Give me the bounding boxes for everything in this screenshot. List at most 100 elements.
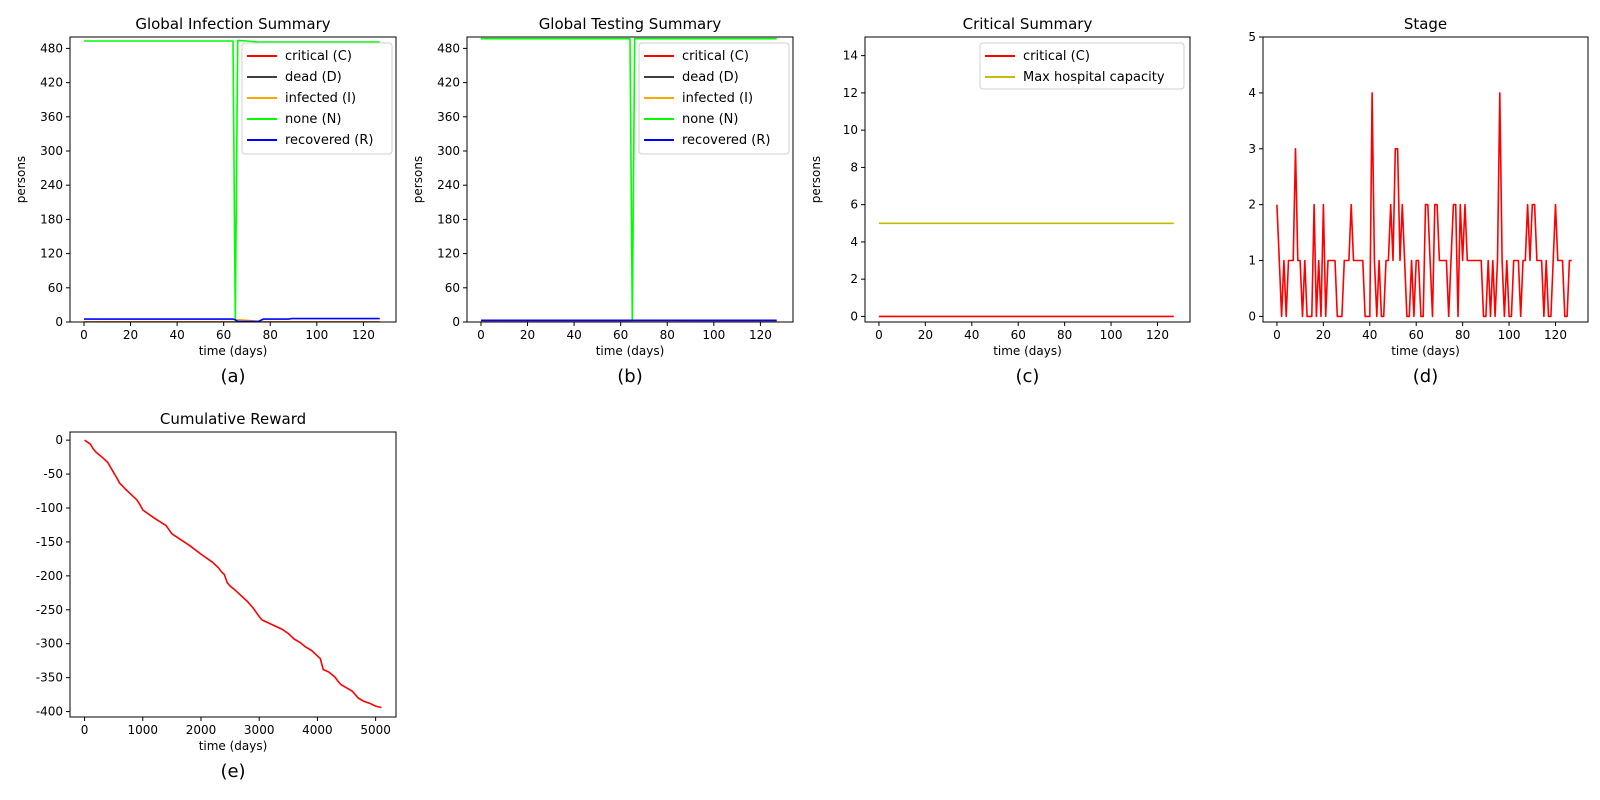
y-tick-label: -250 bbox=[36, 603, 63, 617]
y-tick-label: 0 bbox=[55, 315, 63, 329]
x-axis-label: time (days) bbox=[596, 344, 665, 358]
chart-title: Stage bbox=[1404, 15, 1447, 33]
x-tick-label: 0 bbox=[875, 328, 883, 342]
y-tick-label: 480 bbox=[40, 41, 63, 55]
x-tick-label: 60 bbox=[216, 328, 231, 342]
y-tick-label: -300 bbox=[36, 637, 63, 651]
chart-title: Global Testing Summary bbox=[539, 15, 722, 33]
plot-frame bbox=[466, 36, 794, 323]
legend-label: dead (D) bbox=[682, 70, 739, 85]
y-tick-label: 60 bbox=[445, 281, 460, 295]
legend-label: critical (C) bbox=[1023, 49, 1090, 64]
y-tick-label: 300 bbox=[40, 144, 63, 158]
y-tick-label: 10 bbox=[843, 123, 858, 137]
x-tick-label: 80 bbox=[660, 328, 675, 342]
legend-label: critical (C) bbox=[285, 49, 352, 64]
chart-title: Global Infection Summary bbox=[135, 15, 330, 33]
x-tick-label: 100 bbox=[1498, 328, 1521, 342]
x-axis-label: time (days) bbox=[993, 344, 1062, 358]
x-tick-label: 100 bbox=[702, 328, 725, 342]
y-tick-label: 2 bbox=[1248, 198, 1256, 212]
y-tick-label: 8 bbox=[850, 160, 858, 174]
chart-panel-2: 0 20 40 60 80 100 120 0 2 4 6 8 10 12 14 Critical Summa… bbox=[809, 15, 1191, 387]
x-tick-label: 20 bbox=[1316, 328, 1331, 342]
x-tick-label: 20 bbox=[520, 328, 535, 342]
plot-frame bbox=[69, 431, 397, 718]
y-tick-label: -100 bbox=[36, 501, 63, 515]
x-tick-label: 60 bbox=[1409, 328, 1424, 342]
chart-panel-3: 0 20 40 60 80 100 120 0 1 2 3 4 5 Stage time (days) (d) bbox=[1248, 15, 1589, 387]
legend-label: infected (I) bbox=[285, 91, 356, 106]
x-tick-label: 20 bbox=[123, 328, 138, 342]
series-line-main bbox=[1276, 92, 1572, 318]
x-tick-label: 3000 bbox=[244, 723, 275, 737]
y-tick-label: 0 bbox=[55, 433, 63, 447]
y-tick-label: 480 bbox=[437, 41, 460, 55]
chart-title: Cumulative Reward bbox=[160, 410, 306, 428]
y-tick-label: 120 bbox=[40, 247, 63, 261]
x-tick-label: 80 bbox=[1455, 328, 1470, 342]
panel-caption: (e) bbox=[220, 761, 245, 782]
x-tick-label: 5000 bbox=[360, 723, 391, 737]
legend-label: critical (C) bbox=[682, 49, 749, 64]
x-tick-label: 100 bbox=[305, 328, 328, 342]
y-tick-label: 4 bbox=[1248, 86, 1256, 100]
y-tick-label: 360 bbox=[40, 110, 63, 124]
chart-title: Critical Summary bbox=[963, 15, 1093, 33]
legend-label: recovered (R) bbox=[285, 133, 373, 148]
panel-caption: (c) bbox=[1016, 366, 1040, 387]
y-tick-label: -400 bbox=[36, 705, 63, 719]
y-tick-label: 300 bbox=[437, 144, 460, 158]
series-line-infected bbox=[481, 320, 777, 322]
y-tick-label: 120 bbox=[437, 247, 460, 261]
series-line-main bbox=[84, 439, 382, 709]
x-axis-label: time (days) bbox=[199, 739, 268, 753]
x-tick-label: 0 bbox=[80, 328, 88, 342]
panel-caption: (b) bbox=[617, 366, 642, 387]
plot-frame bbox=[1262, 36, 1589, 323]
chart-panel-4: 0 1000 2000 3000 4000 5000 0 -50 -100 -150 -200 -25… bbox=[36, 410, 397, 782]
chart-panel-0: 0 20 40 60 80 100 120 0 60 120 180 240 300 360 420 480 G… bbox=[14, 15, 397, 387]
x-tick-label: 40 bbox=[1362, 328, 1377, 342]
legend: critical (C) dead (D) infected (I) none (N)… bbox=[241, 42, 393, 155]
panel-caption: (a) bbox=[220, 366, 245, 387]
y-tick-label: -50 bbox=[43, 467, 63, 481]
legend-label: none (N) bbox=[682, 112, 738, 127]
chart-panel-1: 0 20 40 60 80 100 120 0 60 120 180 240 300 360 420 480 G… bbox=[411, 15, 794, 387]
y-tick-label: 0 bbox=[452, 315, 460, 329]
x-tick-label: 120 bbox=[352, 328, 375, 342]
y-tick-label: 0 bbox=[1248, 309, 1256, 323]
x-tick-label: 60 bbox=[1011, 328, 1026, 342]
legend-label: Max hospital capacity bbox=[1023, 70, 1165, 85]
y-tick-label: 240 bbox=[40, 178, 63, 192]
y-tick-label: 6 bbox=[850, 198, 858, 212]
x-tick-label: 0 bbox=[1273, 328, 1281, 342]
y-tick-label: 5 bbox=[1248, 30, 1256, 44]
x-tick-label: 40 bbox=[566, 328, 581, 342]
x-tick-label: 0 bbox=[477, 328, 485, 342]
x-axis-label: time (days) bbox=[1391, 344, 1460, 358]
y-axis-label: persons bbox=[411, 156, 425, 203]
legend-label: dead (D) bbox=[285, 70, 342, 85]
y-tick-label: -200 bbox=[36, 569, 63, 583]
x-tick-label: 20 bbox=[918, 328, 933, 342]
y-tick-label: 360 bbox=[437, 110, 460, 124]
x-tick-label: 100 bbox=[1100, 328, 1123, 342]
y-tick-label: 420 bbox=[40, 76, 63, 90]
legend-label: infected (I) bbox=[682, 91, 753, 106]
x-tick-label: 40 bbox=[169, 328, 184, 342]
y-tick-label: 14 bbox=[843, 49, 858, 63]
x-tick-label: 80 bbox=[263, 328, 278, 342]
y-tick-label: 12 bbox=[843, 86, 858, 100]
x-tick-label: 60 bbox=[613, 328, 628, 342]
legend-label: none (N) bbox=[285, 112, 341, 127]
y-axis-label: persons bbox=[809, 156, 823, 203]
x-tick-label: 2000 bbox=[186, 723, 217, 737]
y-tick-label: 180 bbox=[437, 212, 460, 226]
y-axis-label: persons bbox=[14, 156, 28, 203]
legend-label: recovered (R) bbox=[682, 133, 770, 148]
legend-box bbox=[638, 42, 790, 155]
series-line-recovered bbox=[84, 317, 380, 322]
panel-caption: (d) bbox=[1413, 366, 1438, 387]
